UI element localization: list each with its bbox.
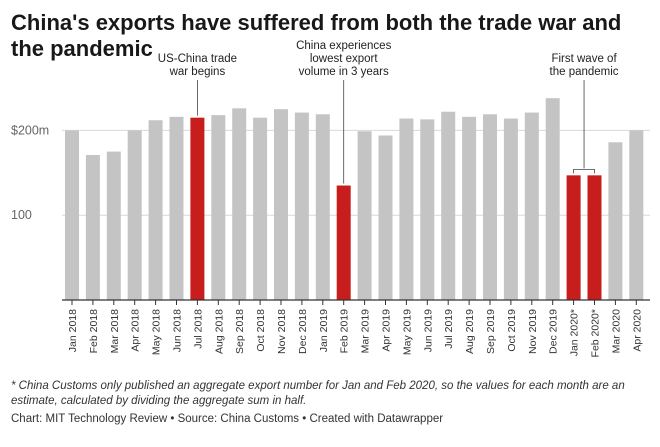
footnote: * China Customs only published an aggreg… (11, 380, 625, 407)
bar (462, 116, 477, 300)
credit-separator: • (167, 413, 178, 425)
bar (127, 130, 142, 300)
x-tick-label: Mar 2020 (610, 309, 622, 354)
x-tick-label: Feb 2019 (339, 309, 351, 354)
x-tick-label: Jan 2019 (318, 309, 330, 352)
credit-separator: • (299, 413, 310, 425)
x-tick-label: Nov 2018 (276, 309, 288, 354)
bar (106, 151, 121, 300)
credit-tool: Created with Datawrapper (309, 413, 444, 425)
annotation-bracket (573, 168, 595, 174)
x-tick-label: Mar 2018 (109, 309, 121, 354)
credit-source: Source: China Customs (177, 413, 300, 425)
annotation-text: lowest export (310, 53, 379, 65)
bar (483, 114, 497, 301)
bar (587, 175, 602, 300)
bar (148, 120, 163, 300)
x-tick-label: Jan 2020* (569, 309, 581, 356)
bar (566, 175, 581, 300)
annotation-text: volume in 3 years (299, 66, 389, 78)
bar (211, 115, 226, 300)
x-tick-label: Aug 2018 (213, 309, 225, 354)
x-tick-label: Mar 2019 (360, 309, 372, 354)
credit-chart: Chart: MIT Technology Review (11, 413, 168, 425)
x-tick-label: Jan 2018 (67, 309, 79, 352)
bar (608, 142, 623, 300)
x-tick-label: Jun 2018 (172, 309, 184, 352)
bar (503, 118, 518, 300)
annotation-text: US-China trade (158, 53, 237, 65)
x-tick-label: May 2019 (401, 309, 413, 355)
bar (441, 111, 456, 300)
x-tick-label: Aug 2019 (464, 309, 476, 354)
x-tick-label: Jun 2019 (422, 309, 434, 352)
x-tick-label: May 2018 (151, 309, 163, 355)
annotation-text: war begins (169, 66, 226, 78)
bar (524, 112, 539, 300)
x-tick-label: Feb 2020* (590, 309, 602, 357)
bar (336, 185, 351, 300)
x-tick-label: Nov 2019 (527, 309, 539, 354)
x-tick-label: Oct 2018 (255, 309, 267, 352)
x-tick-label: Dec 2019 (548, 309, 560, 354)
bar (190, 117, 205, 301)
y-tick-label: $200m (11, 123, 49, 137)
x-tick-label: Jul 2019 (443, 309, 455, 349)
x-tick-label: Apr 2019 (381, 309, 393, 352)
x-tick-label: Dec 2018 (297, 309, 309, 354)
annotation-text: First wave of (551, 53, 617, 65)
x-tick-label: Feb 2018 (88, 309, 100, 354)
bar (399, 118, 414, 300)
x-tick-label: Jul 2018 (192, 309, 204, 349)
bar (315, 114, 330, 301)
x-tick-label: Apr 2020 (631, 309, 643, 352)
bar (294, 112, 309, 300)
bar (232, 108, 247, 301)
annotation-text: the pandemic (550, 66, 619, 78)
chart-title: China's exports have suffered from both … (11, 10, 622, 61)
x-tick-label: Oct 2019 (506, 309, 518, 352)
x-tick-label: Sep 2019 (485, 309, 497, 354)
credits: Chart: MIT Technology Review • Source: C… (11, 413, 443, 425)
bar (420, 119, 435, 300)
bar (629, 130, 644, 300)
bar (357, 131, 372, 300)
bar (169, 116, 184, 300)
bar (274, 109, 288, 300)
annotation-text: China experiences (296, 40, 392, 52)
bar (65, 130, 79, 300)
bar (85, 154, 100, 300)
x-tick-label: Sep 2018 (234, 309, 246, 354)
bar-chart: $200m 100 Jan 2018 Feb 2018 Mar 2018 Apr 2018… (11, 40, 650, 357)
y-tick-label: 100 (11, 208, 32, 222)
bar (545, 98, 560, 301)
x-tick-label: Apr 2018 (130, 309, 142, 352)
bar (378, 135, 393, 300)
bar (253, 117, 268, 301)
